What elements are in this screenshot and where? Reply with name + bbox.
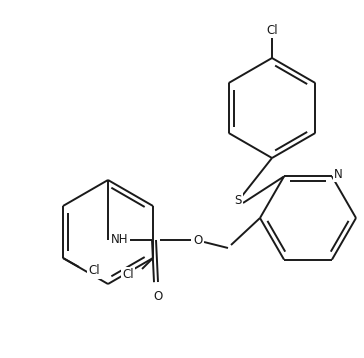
Text: Cl: Cl [88,265,100,277]
Text: O: O [193,233,203,247]
Text: Cl: Cl [122,268,134,281]
Text: N: N [334,168,343,181]
Text: NH: NH [111,232,129,246]
Text: O: O [153,290,163,303]
Text: Cl: Cl [266,24,278,37]
Text: S: S [234,194,242,207]
